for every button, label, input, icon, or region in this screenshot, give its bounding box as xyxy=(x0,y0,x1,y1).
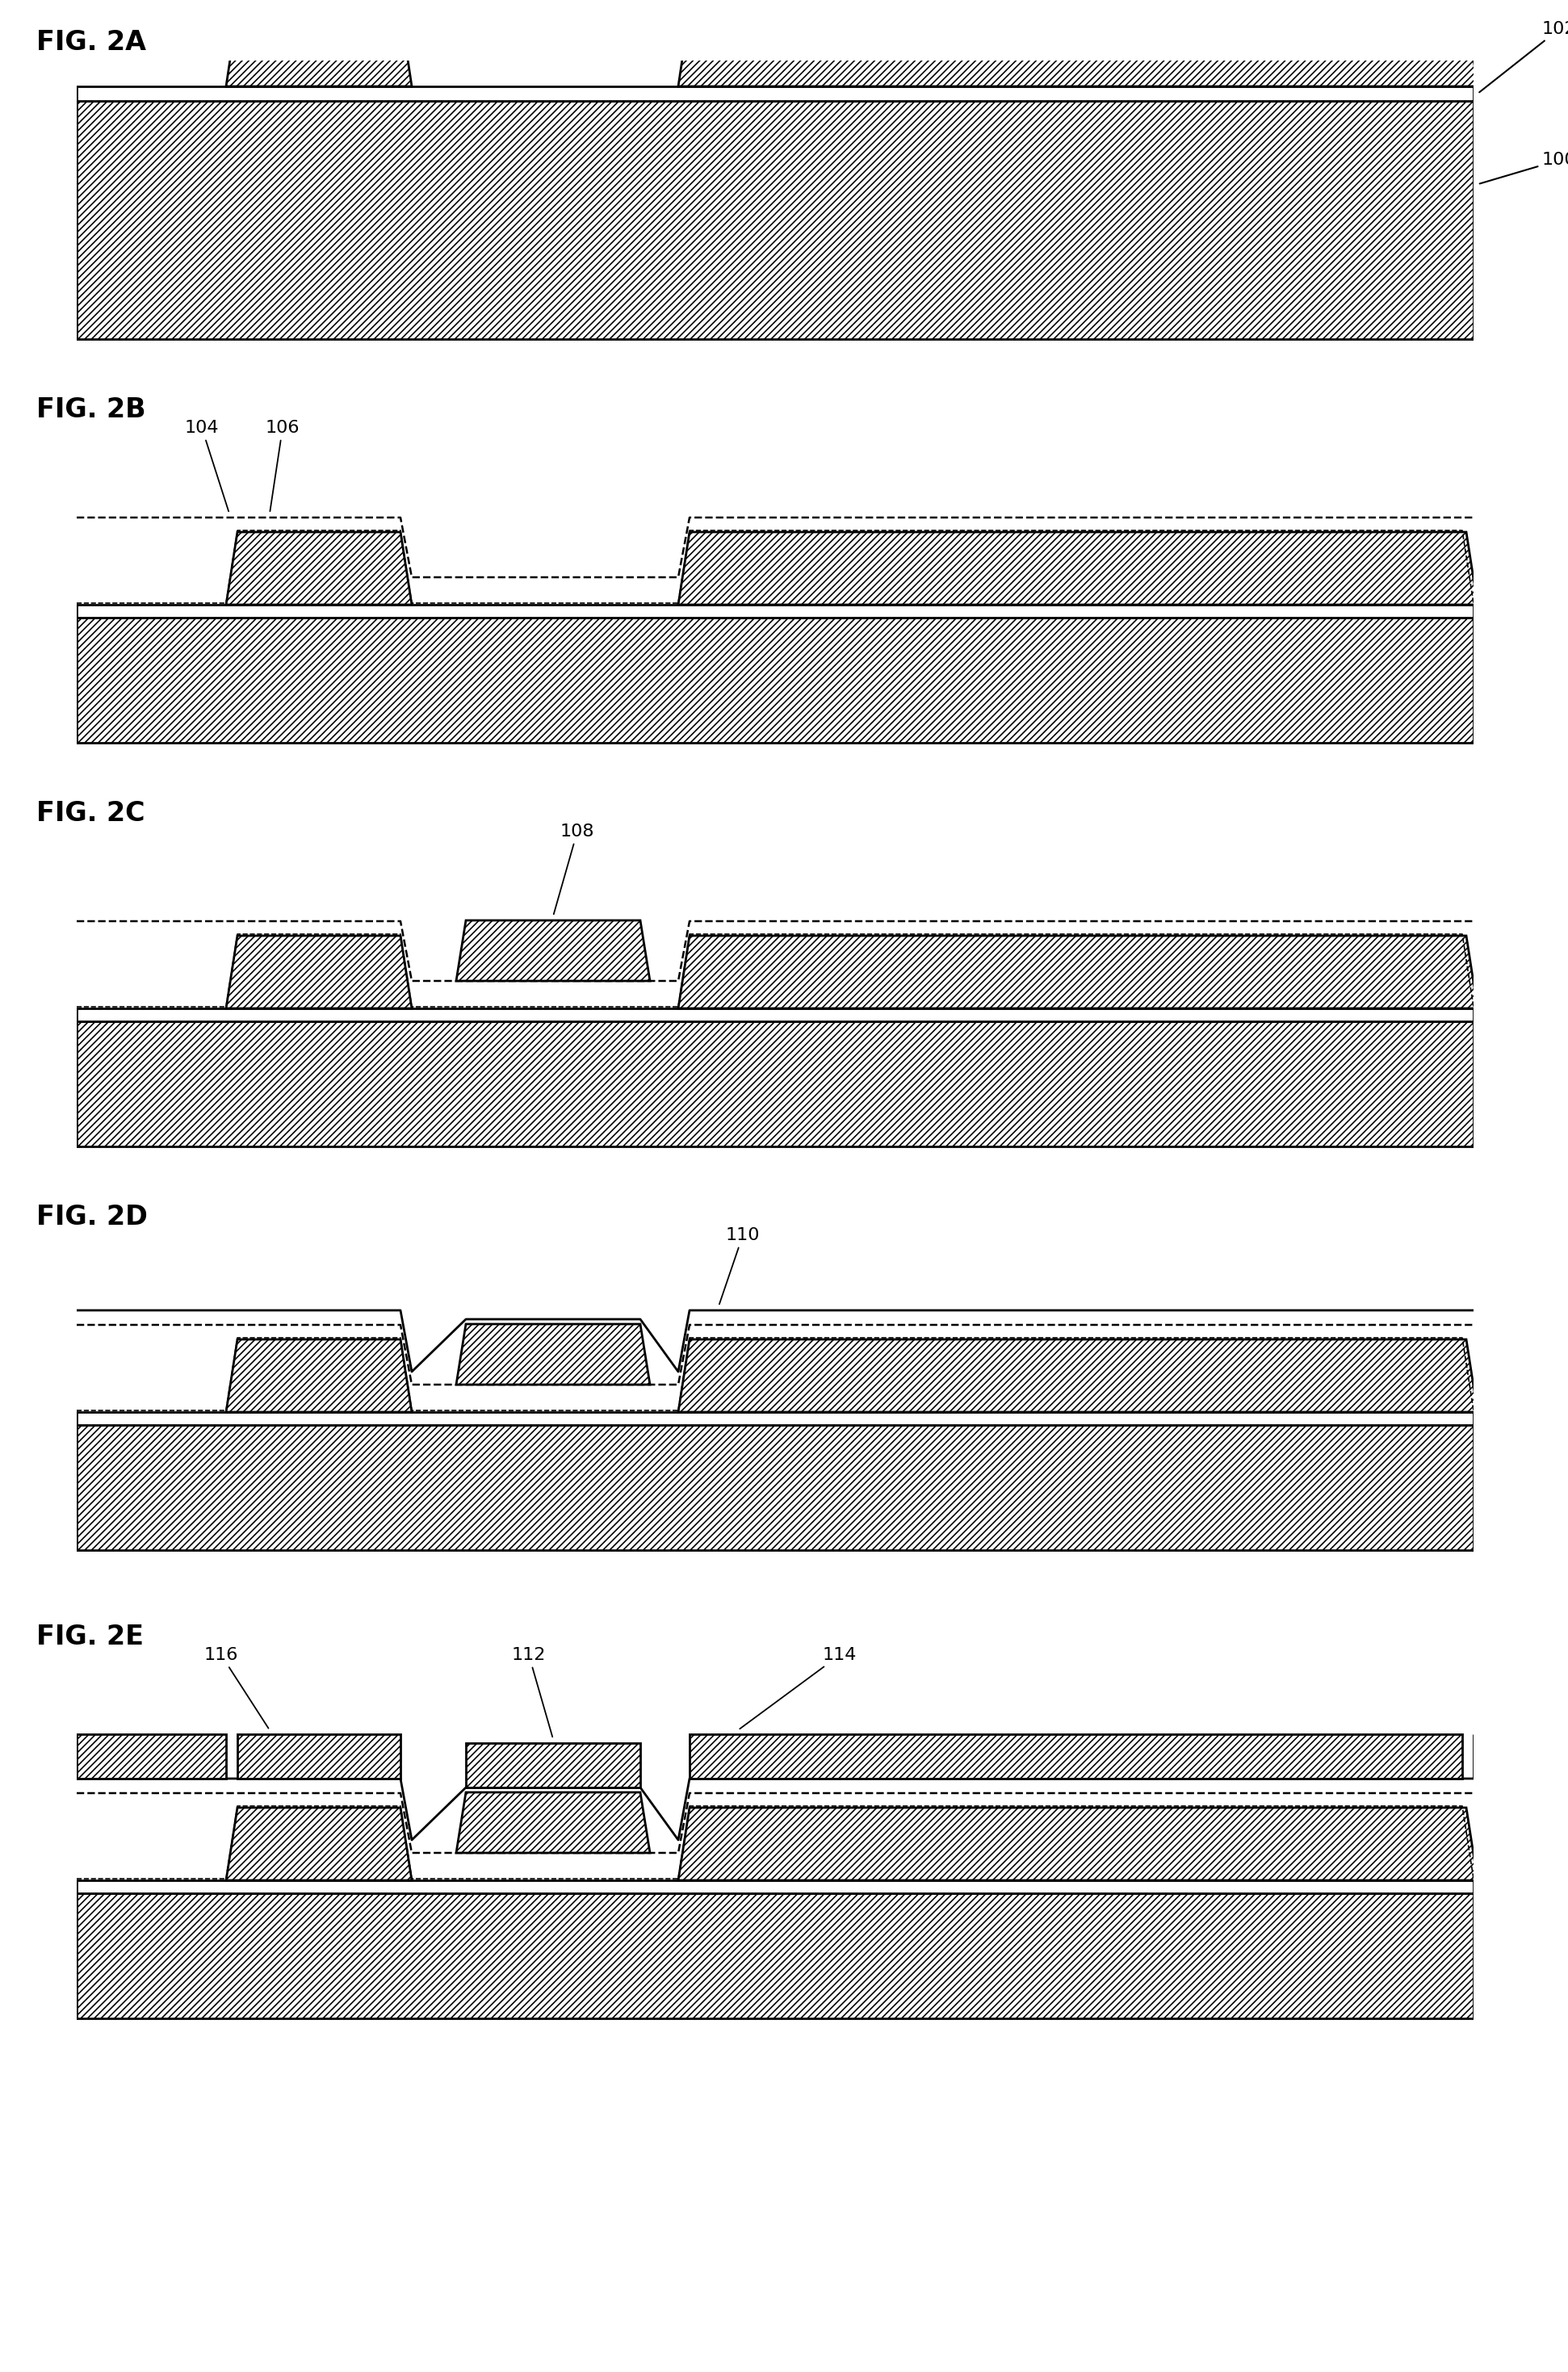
Text: 108: 108 xyxy=(554,823,594,913)
Bar xyxy=(77,102,1474,339)
Bar xyxy=(77,1734,226,1779)
Text: FIG. 2C: FIG. 2C xyxy=(36,799,144,828)
Bar xyxy=(690,1734,1463,1779)
Text: 106: 106 xyxy=(265,420,299,512)
Polygon shape xyxy=(226,5,412,85)
Polygon shape xyxy=(679,531,1477,605)
Polygon shape xyxy=(679,1807,1477,1881)
Polygon shape xyxy=(679,1340,1477,1411)
Bar xyxy=(466,1743,640,1788)
Bar xyxy=(77,1022,1474,1146)
Text: FIG. 2B: FIG. 2B xyxy=(36,396,146,422)
Polygon shape xyxy=(226,935,412,1008)
Polygon shape xyxy=(456,1793,651,1853)
Polygon shape xyxy=(456,1324,651,1385)
Text: 100: 100 xyxy=(1480,152,1568,183)
Bar xyxy=(77,1893,1474,2019)
Polygon shape xyxy=(679,935,1477,1008)
Text: FIG. 2A: FIG. 2A xyxy=(36,28,146,57)
Bar xyxy=(77,1881,1474,1893)
Polygon shape xyxy=(226,531,412,605)
Text: 104: 104 xyxy=(185,420,229,512)
Bar xyxy=(237,1734,400,1779)
Polygon shape xyxy=(456,920,651,982)
Text: 114: 114 xyxy=(740,1646,856,1729)
Bar xyxy=(77,605,1474,617)
Polygon shape xyxy=(679,5,1477,85)
Bar xyxy=(77,1411,1474,1426)
Bar xyxy=(77,617,1474,742)
Text: 112: 112 xyxy=(511,1646,552,1736)
Bar xyxy=(77,1008,1474,1022)
Text: 116: 116 xyxy=(204,1646,268,1729)
Polygon shape xyxy=(226,1807,412,1881)
Text: 110: 110 xyxy=(720,1226,760,1305)
Text: FIG. 2D: FIG. 2D xyxy=(36,1205,147,1231)
Polygon shape xyxy=(226,1340,412,1411)
Text: 102: 102 xyxy=(1479,21,1568,93)
Text: FIG. 2E: FIG. 2E xyxy=(36,1625,144,1651)
Bar xyxy=(77,85,1474,102)
Bar xyxy=(77,1426,1474,1551)
